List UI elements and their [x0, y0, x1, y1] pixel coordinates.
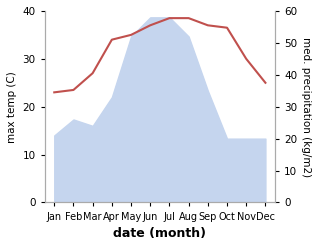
Y-axis label: med. precipitation (kg/m2): med. precipitation (kg/m2) — [301, 37, 311, 177]
X-axis label: date (month): date (month) — [113, 227, 206, 240]
Y-axis label: max temp (C): max temp (C) — [7, 71, 17, 143]
